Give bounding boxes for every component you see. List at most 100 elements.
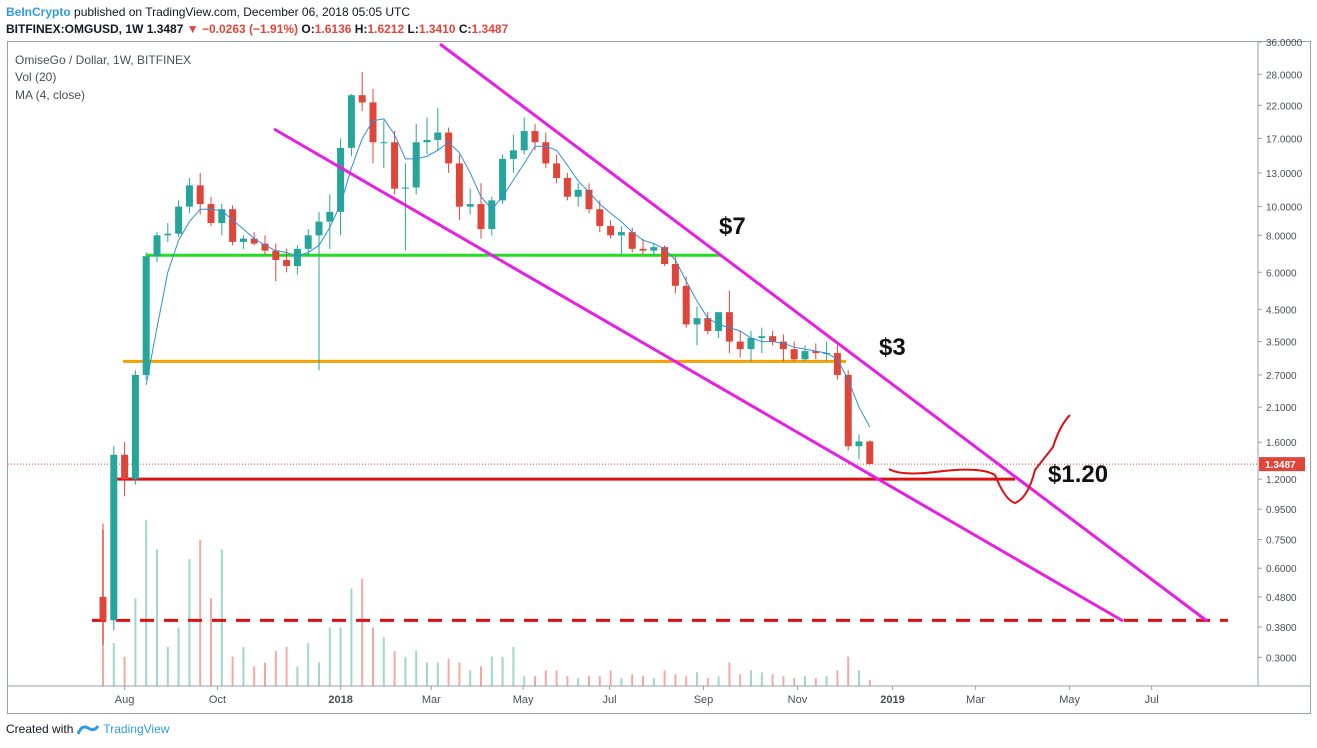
candle-body: [499, 158, 507, 201]
volume-bar: [393, 650, 396, 686]
candle-body: [585, 189, 593, 210]
candle-body: [315, 221, 323, 236]
candle-body: [110, 454, 118, 621]
candle-body: [423, 139, 431, 143]
legend-title: OmiseGo / Dollar, 1W, BITFINEX: [15, 53, 192, 67]
upper-trendline: [439, 42, 1208, 623]
volume-bar: [134, 598, 137, 686]
candle-body: [477, 204, 485, 230]
volume-bar: [793, 678, 796, 686]
volume-bar: [868, 680, 871, 686]
volume-bar: [112, 643, 115, 686]
volume-bar: [631, 674, 634, 686]
candle-body: [607, 226, 615, 236]
y-tick-label: 28.0000: [1266, 70, 1303, 81]
candle-body: [682, 285, 690, 325]
high-value: 1.6212: [367, 22, 405, 36]
volume-bar: [652, 678, 655, 686]
candle-body: [445, 132, 453, 164]
tradingview-brand[interactable]: TradingView: [103, 722, 170, 736]
volume-bar: [685, 676, 688, 686]
candle-body: [704, 318, 712, 331]
volume-bar: [166, 647, 169, 686]
candle-body: [261, 243, 269, 251]
volume-bar: [220, 549, 223, 686]
candle-body: [812, 351, 820, 354]
volume-bar: [728, 662, 731, 686]
candle-body: [769, 336, 777, 342]
candle-body: [779, 341, 787, 350]
candle-body: [283, 260, 291, 267]
volume-bar: [296, 666, 299, 686]
candle-body: [488, 200, 496, 230]
volume-bar: [307, 643, 310, 686]
y-tick-label: 2.1000: [1266, 403, 1297, 414]
volume-bar: [523, 676, 526, 686]
volume-bar: [210, 598, 212, 686]
volume-bar: [372, 627, 374, 686]
y-tick-label: 4.5000: [1266, 305, 1297, 316]
volume-bar: [674, 674, 677, 686]
y-tick-label: 36.0000: [1266, 38, 1303, 49]
x-tick-label: May: [513, 694, 534, 706]
candle-body: [164, 233, 172, 236]
candle-body: [142, 256, 150, 375]
candle-body: [121, 454, 129, 480]
candle-body: [725, 312, 733, 342]
y-tick-label: 17.0000: [1266, 134, 1303, 145]
publisher-name[interactable]: BeInCrypto: [6, 5, 71, 19]
volume-bar: [436, 662, 439, 686]
candle-body: [671, 263, 679, 286]
volume-bar: [750, 670, 752, 686]
y-tick-label: 8.0000: [1266, 231, 1297, 242]
published-text: published on TradingView.com, December 0…: [74, 5, 410, 19]
last-price: 1.3487: [146, 22, 184, 36]
volume-bar: [242, 647, 245, 686]
x-tick-label: 2019: [880, 694, 904, 706]
tradingview-logo-icon: [77, 725, 100, 735]
candle-body: [455, 163, 463, 207]
candle-body: [801, 351, 809, 360]
volume-bar: [285, 647, 288, 686]
candle-body: [758, 336, 766, 338]
low-value: 1.3410: [418, 22, 456, 36]
legend-volume: Vol (20): [15, 70, 57, 84]
footer: Created with TradingView: [6, 722, 169, 736]
volume-bar: [426, 662, 428, 686]
volume-bar: [760, 672, 763, 686]
x-tick-label: Nov: [788, 694, 808, 706]
volume-bar: [253, 666, 256, 686]
x-tick-label: Jul: [602, 694, 616, 706]
symbol-name: BITFINEX:OMGUSD, 1W: [6, 22, 144, 36]
candle-body: [358, 95, 366, 103]
candle-body: [844, 374, 852, 447]
volume-bar: [696, 672, 698, 686]
candle-body: [196, 185, 204, 205]
candle-body: [326, 211, 334, 222]
candle-body: [412, 142, 420, 188]
volume-bar: [706, 678, 709, 686]
y-tick-label: 2.7000: [1266, 371, 1297, 382]
symbol-line: BITFINEX:OMGUSD, 1W 1.3487 ▼ −0.0263 (−1…: [6, 22, 508, 36]
y-tick-label: 1.6000: [1266, 438, 1297, 449]
open-label: O:: [301, 22, 315, 36]
candle-body: [131, 374, 139, 480]
last-price-badge: [1259, 457, 1305, 472]
chart-frame[interactable]: [7, 41, 1311, 714]
label-3: $3: [879, 334, 906, 361]
candle-body: [563, 177, 571, 197]
volume-bar: [415, 650, 418, 686]
volume-bar: [782, 676, 785, 686]
candle-body: [434, 132, 442, 140]
last-price-label: 1.3487: [1265, 460, 1296, 471]
y-tick-label: 22.0000: [1266, 101, 1303, 112]
x-tick-label: Oct: [209, 694, 226, 706]
volume-bar: [490, 656, 493, 686]
candle-body: [369, 102, 377, 143]
volume-bar: [501, 656, 504, 686]
volume-bar: [177, 627, 180, 686]
close-label: C:: [458, 22, 472, 36]
candle-body: [866, 441, 874, 465]
volume-bar: [739, 674, 742, 686]
